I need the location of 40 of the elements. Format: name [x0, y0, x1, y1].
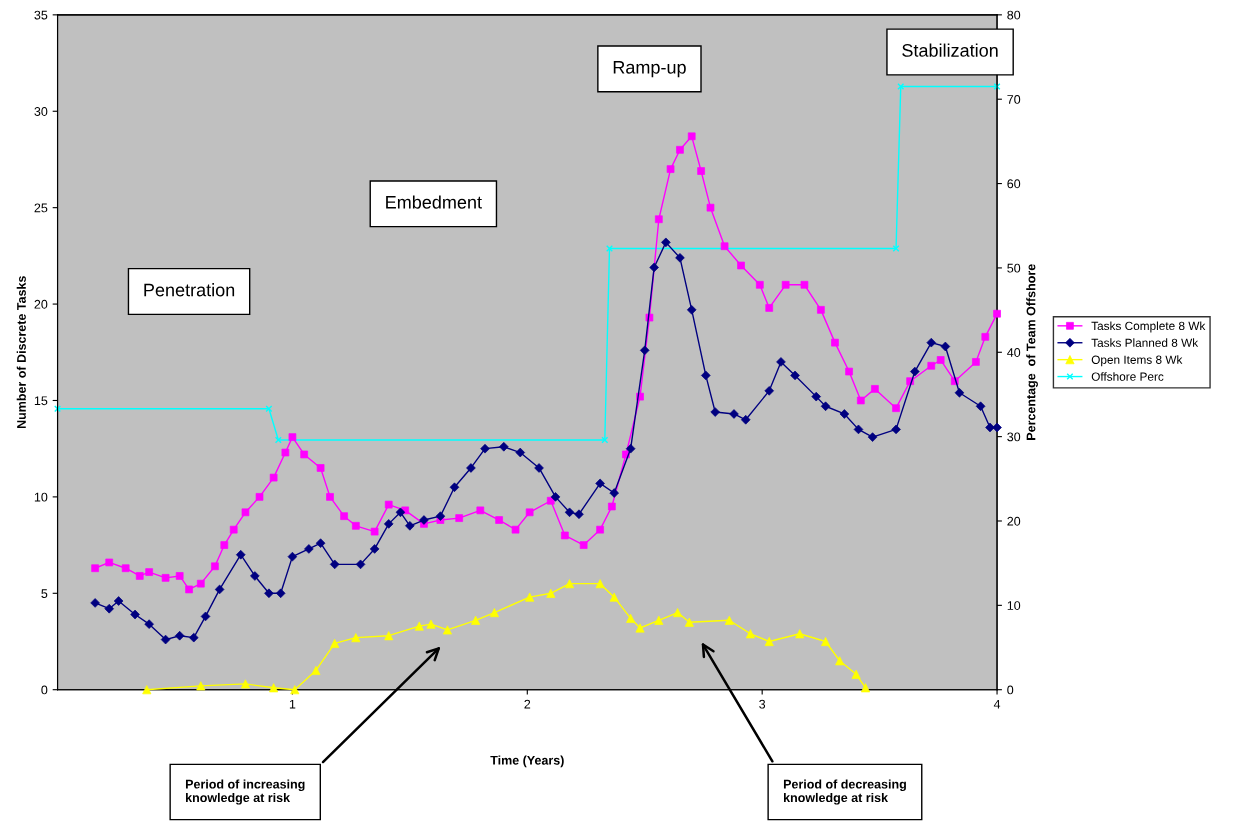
point: [274, 436, 282, 444]
annotation: Penetration: [144, 283, 235, 297]
legend-label: Tasks Complete 8 Wk: [1091, 321, 1206, 333]
y-tick-label: 25: [34, 203, 48, 213]
y-tick-label: 15: [34, 396, 48, 406]
text: Period of increasing knowledge at risk: [185, 779, 305, 805]
y2-tick-label: 0: [1007, 685, 1014, 695]
point: [897, 83, 905, 91]
point: [626, 613, 636, 623]
text: Period of decreasing knowledge at risk: [783, 779, 906, 805]
annotation: Embedment: [386, 195, 482, 209]
y2-tick-label: 10: [1007, 601, 1021, 610]
point: [892, 245, 900, 252]
y2-tick-label: 20: [1007, 516, 1021, 526]
x-axis-title: Time (Years): [490, 755, 564, 768]
legend-label: Open Items 8 Wk: [1091, 355, 1183, 367]
y-tick-label: 20: [34, 299, 48, 309]
legend-label: Offshore Perc: [1091, 372, 1164, 381]
point: [601, 436, 609, 444]
annotation: Ramp-up: [613, 61, 686, 78]
y2-axis-title: Percentage of Team Offshore: [1026, 264, 1038, 440]
y-tick-label: 30: [34, 107, 48, 116]
y-tick-label: 35: [34, 10, 48, 20]
point: [265, 405, 273, 413]
legend-label: Tasks Planned 8 Wk: [1091, 338, 1199, 347]
y2-tick-label: 80: [1007, 10, 1021, 20]
y-tick-label: 0: [41, 685, 48, 695]
y2-tick-label: 40: [1007, 348, 1021, 357]
y-tick-label: 5: [41, 589, 48, 598]
x-tick-label: 4: [993, 699, 1001, 709]
y-axis-title: Number of Discrete Tasks: [16, 276, 26, 429]
annotation: Stabilization: [902, 43, 998, 57]
y2-tick-label: 70: [1007, 95, 1021, 104]
x-tick-label: 3: [759, 699, 766, 709]
y2-tick-label: 50: [1007, 263, 1021, 273]
x-tick-label: 1: [289, 699, 296, 709]
y2-tick-label: 60: [1007, 179, 1021, 189]
y-tick-label: 10: [34, 492, 48, 502]
x-tick-label: 2: [524, 699, 531, 709]
y2-tick-label: 30: [1007, 432, 1021, 442]
